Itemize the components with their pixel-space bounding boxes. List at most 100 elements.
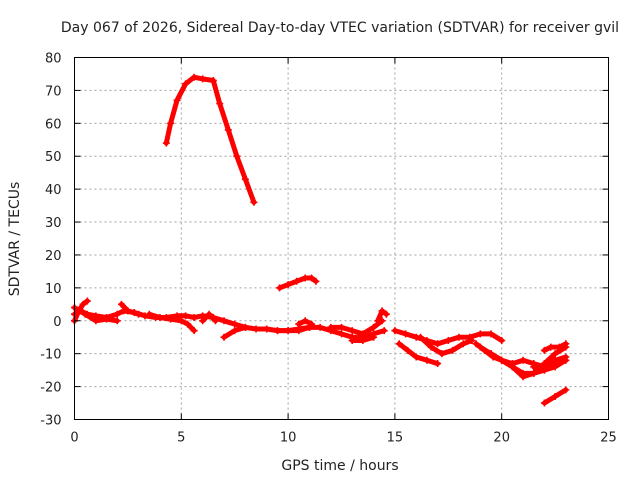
- x-tick-label: 0: [70, 431, 78, 446]
- series-layer: [71, 73, 570, 407]
- data-point: [182, 312, 190, 320]
- data-point: [519, 356, 527, 364]
- series-arc-22: [541, 341, 569, 353]
- data-point: [145, 310, 153, 318]
- data-point: [156, 313, 164, 321]
- data-point: [224, 126, 232, 134]
- data-point: [449, 346, 457, 354]
- data-point: [412, 353, 420, 361]
- data-point: [555, 343, 563, 351]
- data-point: [103, 315, 111, 323]
- data-point: [92, 317, 100, 325]
- data-point: [476, 330, 484, 338]
- data-point: [427, 343, 435, 351]
- series-arc-8: [163, 74, 257, 205]
- data-point: [374, 317, 382, 325]
- data-point: [199, 75, 207, 83]
- data-point: [182, 80, 190, 88]
- data-point: [312, 277, 320, 285]
- data-point: [444, 337, 452, 345]
- y-axis-label: SDTVAR / TECUs: [7, 182, 23, 297]
- data-point: [79, 300, 87, 308]
- y-tick-label: -30: [40, 414, 61, 429]
- data-point: [423, 356, 431, 364]
- data-point: [438, 350, 446, 358]
- data-point: [295, 327, 303, 335]
- data-point: [250, 198, 258, 206]
- data-point: [190, 73, 198, 81]
- data-point: [252, 325, 260, 333]
- data-point: [382, 310, 390, 318]
- data-point: [184, 320, 192, 328]
- data-point: [498, 337, 506, 345]
- data-point: [562, 340, 570, 348]
- y-tick-label: 0: [53, 315, 61, 330]
- data-point: [327, 323, 335, 331]
- data-point: [308, 274, 316, 282]
- data-point: [476, 343, 484, 351]
- data-point: [216, 100, 224, 108]
- data-point: [293, 277, 301, 285]
- data-point: [487, 330, 495, 338]
- data-point: [540, 346, 548, 354]
- data-point: [113, 317, 121, 325]
- data-point: [205, 310, 213, 318]
- data-point: [540, 366, 548, 374]
- data-point: [359, 330, 367, 338]
- data-point: [199, 317, 207, 325]
- data-point: [173, 96, 181, 104]
- x-axis-label: GPS time / hours: [281, 458, 398, 474]
- data-point: [404, 346, 412, 354]
- data-point: [241, 175, 249, 183]
- data-point: [211, 317, 219, 325]
- data-point: [551, 392, 559, 400]
- y-tick-label: 10: [45, 282, 62, 297]
- data-point: [301, 317, 309, 325]
- data-point: [141, 312, 149, 320]
- data-point: [459, 340, 467, 348]
- data-point: [417, 333, 425, 341]
- x-tick-label: 25: [600, 431, 617, 446]
- x-tick-label: 5: [177, 431, 185, 446]
- data-point: [190, 327, 198, 335]
- y-tick-label: -10: [40, 348, 61, 363]
- data-point: [472, 340, 480, 348]
- data-point: [233, 152, 241, 160]
- data-point: [487, 350, 495, 358]
- data-point: [308, 320, 316, 328]
- data-point: [135, 310, 143, 318]
- data-point: [348, 327, 356, 335]
- data-point: [295, 320, 303, 328]
- data-point: [190, 313, 198, 321]
- data-point: [301, 274, 309, 282]
- data-point: [177, 317, 185, 325]
- data-point: [540, 399, 548, 407]
- data-point: [284, 281, 292, 289]
- x-tick-label: 15: [387, 431, 404, 446]
- series-arc-21: [531, 357, 569, 373]
- data-point: [231, 320, 239, 328]
- data-point: [220, 317, 228, 325]
- data-point: [273, 327, 281, 335]
- data-point: [220, 333, 228, 341]
- series-arc-20: [488, 344, 569, 376]
- data-point: [231, 327, 239, 335]
- data-point: [162, 139, 170, 147]
- data-point: [402, 330, 410, 338]
- y-tick-label: -20: [40, 381, 61, 396]
- data-point: [498, 356, 506, 364]
- data-point: [348, 337, 356, 345]
- y-tick-label: 30: [45, 216, 62, 231]
- data-point: [113, 310, 121, 318]
- data-point: [378, 307, 386, 315]
- data-point: [370, 323, 378, 331]
- data-point: [359, 337, 367, 345]
- data-point: [508, 363, 516, 371]
- data-point: [434, 360, 442, 368]
- data-point: [530, 369, 538, 377]
- data-point: [434, 340, 442, 348]
- y-tick-label: 50: [45, 150, 62, 165]
- y-tick-label: 70: [45, 84, 62, 99]
